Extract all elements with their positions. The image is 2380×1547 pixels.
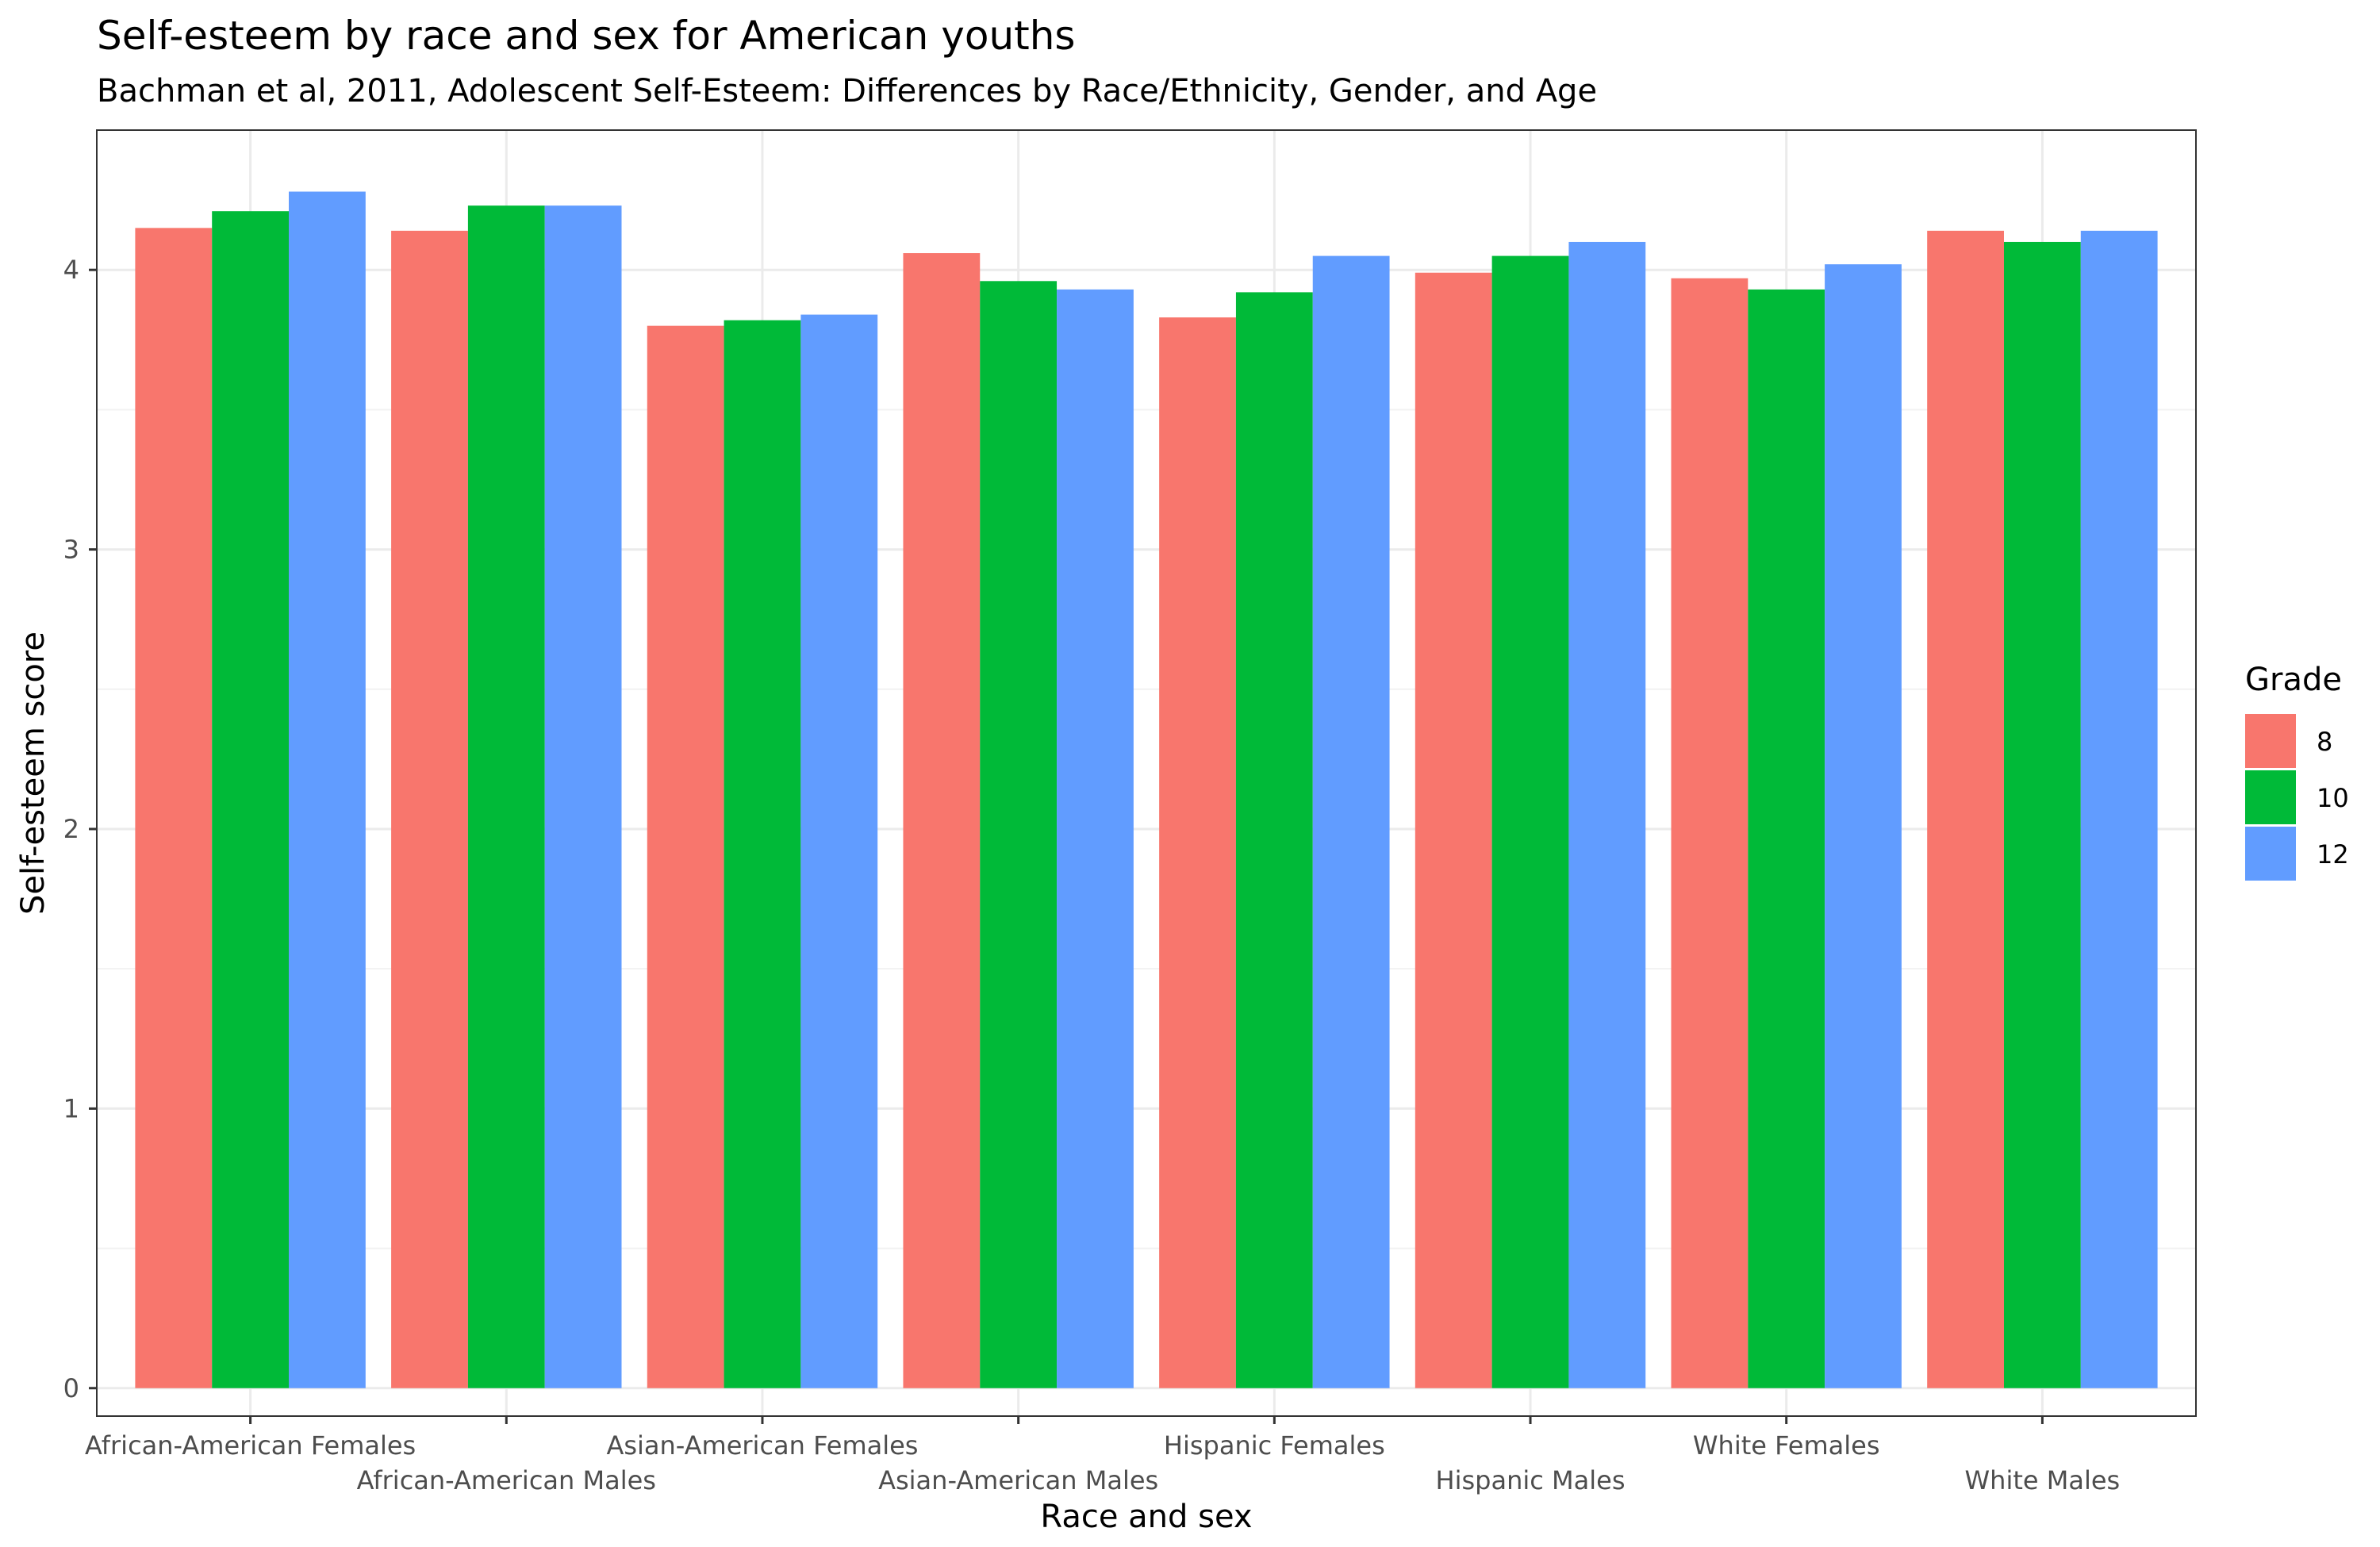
legend-label-grade-8: 8 (2317, 727, 2332, 757)
legend-items: 8 10 12 (2245, 714, 2349, 881)
plot-panel (96, 129, 2197, 1417)
bar-grade-12 (1568, 241, 1646, 1388)
x-tick-label: African-American Females (85, 1430, 416, 1461)
bar-grade-10 (2003, 241, 2081, 1388)
legend-label-grade-10: 10 (2317, 783, 2349, 813)
bar-grade-12 (544, 205, 622, 1388)
bars (135, 191, 2158, 1388)
bar-grade-12 (289, 191, 366, 1388)
bar-grade-10 (1748, 289, 1825, 1388)
legend: Grade 8 10 12 (2245, 662, 2349, 881)
legend-label-grade-12: 12 (2317, 839, 2349, 869)
y-tick-label: 0 (63, 1373, 79, 1403)
panel-border (96, 129, 2197, 1417)
legend-key-grade-10 (2245, 770, 2296, 824)
bar-grade-12 (800, 314, 878, 1388)
bar-grade-12 (2080, 230, 2158, 1388)
bar-grade-8 (1159, 317, 1236, 1388)
bar-grade-10 (1491, 255, 1569, 1388)
bar-grade-10 (724, 320, 801, 1388)
bar-grade-12 (1825, 264, 1902, 1388)
legend-key-grade-8 (2245, 714, 2296, 768)
y-tick-label: 4 (63, 255, 79, 285)
x-tick-label: White Females (1693, 1430, 1880, 1461)
y-axis-title: Self-esteem score (15, 631, 52, 915)
bar-grade-8 (647, 325, 724, 1388)
bar-grade-12 (1312, 255, 1390, 1388)
x-axis-title: Race and sex (1040, 1499, 1252, 1535)
bar-grade-8 (1415, 272, 1492, 1388)
bar-grade-10 (212, 211, 290, 1388)
y-axis: 0 1 2 3 4 (63, 255, 97, 1403)
chart-subtitle: Bachman et al, 2011, Adolescent Self-Est… (97, 73, 1597, 109)
x-tick-label: Asian-American Males (878, 1465, 1158, 1495)
y-tick-label: 1 (63, 1093, 79, 1123)
y-tick-label: 3 (63, 535, 79, 565)
legend-title: Grade (2245, 662, 2342, 698)
bar-grade-8 (903, 253, 981, 1388)
bar-grade-10 (1235, 292, 1313, 1388)
y-tick-label: 2 (63, 814, 79, 844)
chart-title: Self-esteem by race and sex for American… (97, 13, 1075, 59)
x-tick-label: Hispanic Females (1164, 1430, 1385, 1461)
bar-grade-8 (135, 228, 213, 1388)
bar-grade-8 (1927, 230, 2004, 1388)
x-axis: African-American Females African-American… (85, 1416, 2120, 1495)
bar-grade-10 (467, 205, 545, 1388)
bar-grade-8 (391, 230, 468, 1388)
x-tick-label: White Males (1965, 1465, 2121, 1495)
bar-grade-12 (1057, 289, 1134, 1388)
bar-grade-10 (980, 281, 1058, 1388)
x-tick-label: African-American Males (357, 1465, 656, 1495)
legend-key-grade-12 (2245, 827, 2296, 881)
bar-grade-8 (1671, 278, 1749, 1388)
x-tick-label: Asian-American Females (606, 1430, 918, 1461)
x-tick-label: Hispanic Males (1436, 1465, 1626, 1495)
